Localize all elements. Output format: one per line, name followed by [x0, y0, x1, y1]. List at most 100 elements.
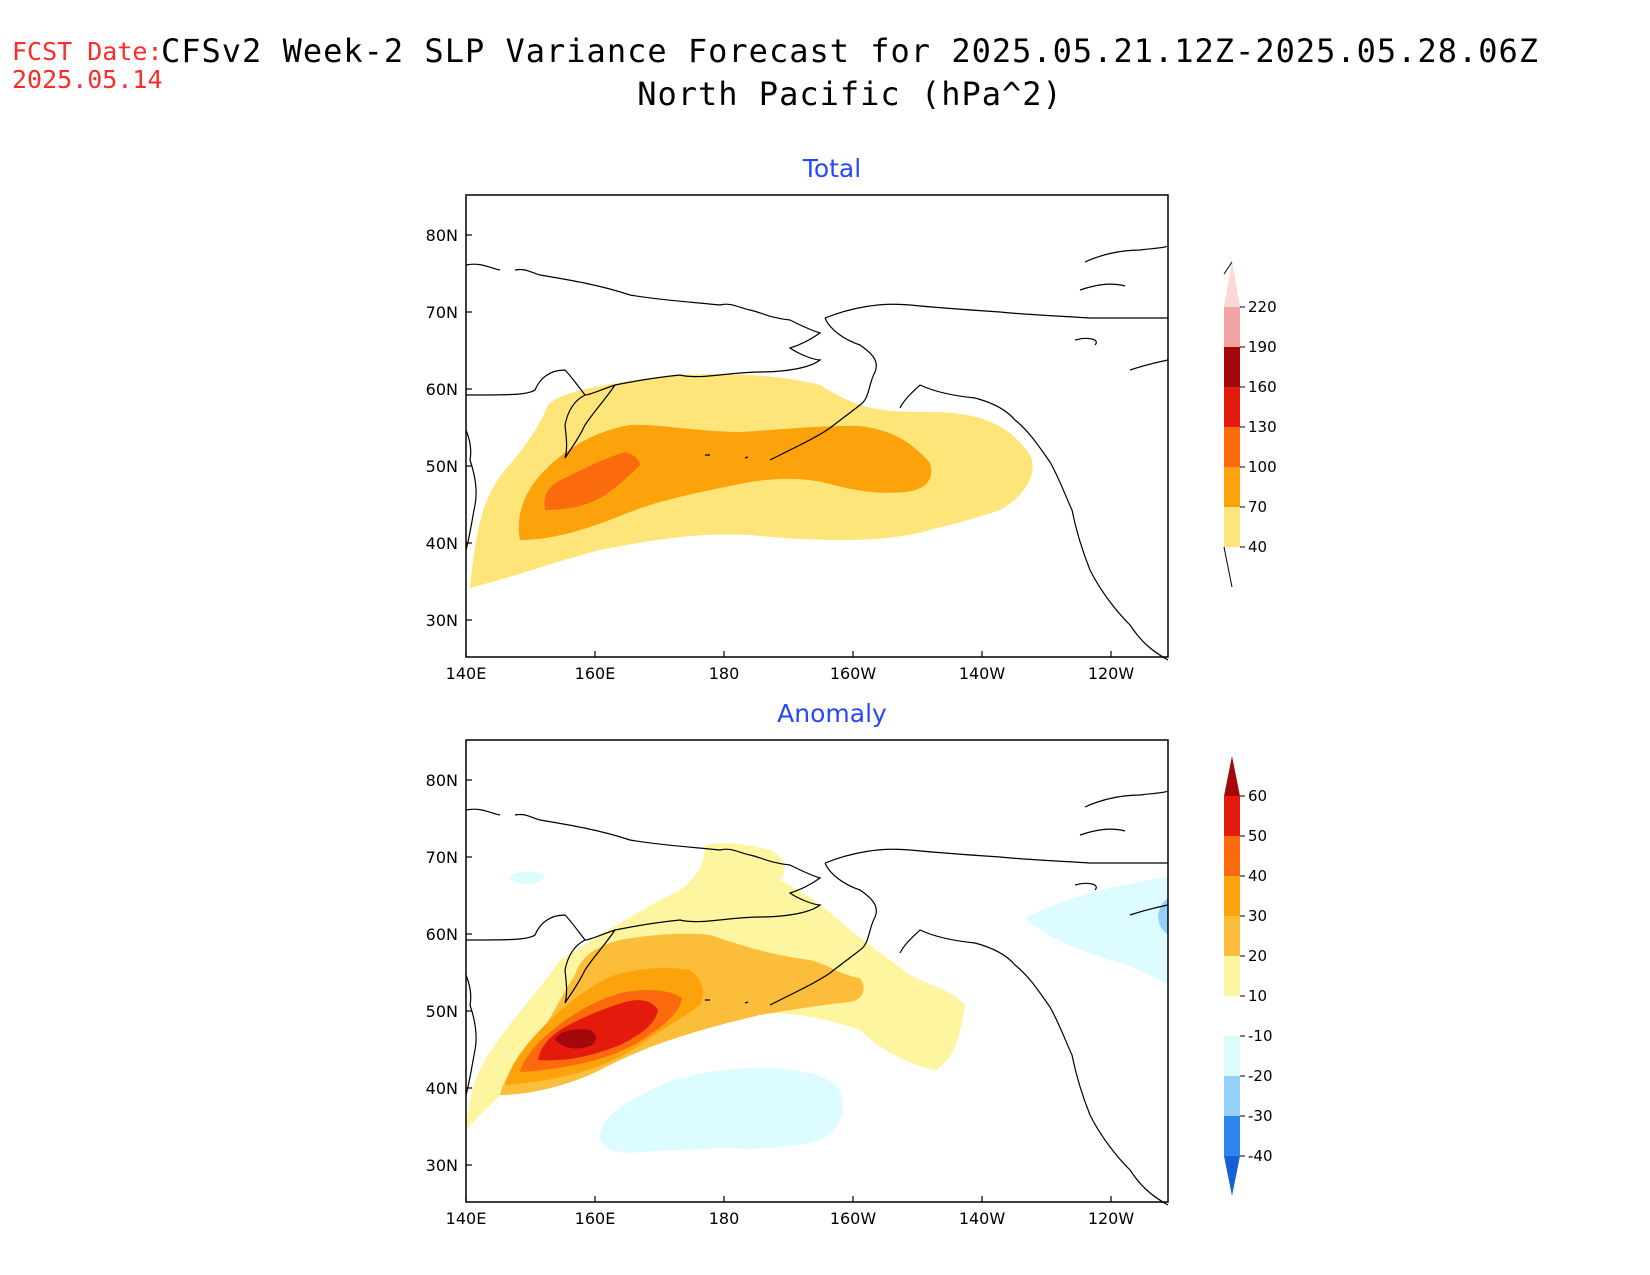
colorbar-anomaly-band: [1224, 1076, 1240, 1116]
lon-tick-label: 120W: [1088, 1209, 1135, 1228]
coastline-alaska-anomaly: [799, 848, 1169, 1206]
coastline-kamchatka-anomaly: [564, 929, 616, 1004]
map-frame-total: [465, 194, 1169, 658]
shade-anom-60-plus: [555, 1029, 596, 1049]
coastlines-anomaly: [465, 790, 1169, 1206]
colorbar-anomaly-label: 40: [1248, 867, 1267, 885]
lat-tick-label: 30N: [426, 1156, 458, 1175]
colorbar-anomaly-label: 50: [1248, 827, 1267, 845]
lon-axis-anomaly: 140E 160E 180 160W 140W 120W: [446, 1196, 1135, 1228]
shade-anom-minus10-a: [599, 1068, 844, 1153]
title-line-2: North Pacific (hPa^2): [637, 75, 1063, 113]
coastline-arctic-islands-total: [1074, 245, 1169, 371]
colorbar-anomaly-band: [1224, 1116, 1240, 1156]
colorbar-anomaly-label: 20: [1248, 947, 1267, 965]
coastline-arctic-islands-anomaly: [1074, 790, 1169, 916]
colorbar-total-label: 190: [1248, 338, 1277, 356]
colorbar-anomaly-band: [1224, 996, 1240, 1036]
lat-tick-label: 40N: [426, 534, 458, 553]
colorbar-total-label: 220: [1248, 298, 1277, 316]
lon-tick-label: 160W: [830, 1209, 877, 1228]
colorbar-total-label: 40: [1248, 538, 1267, 556]
colorbar-anomaly-band: [1224, 1156, 1240, 1196]
panel-total: Total 80N 70N 60N 50N 40N 30N 140E 160E 180 160W…: [426, 154, 1277, 683]
colorbar-total-label: 100: [1248, 458, 1277, 476]
colorbar-anomaly-label: 60: [1248, 787, 1267, 805]
colorbar-total-band: [1224, 307, 1240, 347]
colorbar-anomaly-label: 10: [1248, 987, 1267, 1005]
colorbar-total-label: 70: [1248, 498, 1267, 516]
colorbar-total-lower-arrow: [1223, 546, 1233, 588]
title-line-1: CFSv2 Week-2 SLP Variance Forecast for 2…: [160, 32, 1540, 70]
forecast-date-label: FCST Date:: [12, 37, 163, 66]
lat-tick-label: 60N: [426, 925, 458, 944]
coastline-aleutians-total: [705, 444, 801, 461]
shade-anom-minus10-c: [508, 871, 545, 885]
lon-tick-label: 140W: [959, 1209, 1006, 1228]
lon-tick-label: 160W: [830, 664, 877, 683]
lon-tick-label: 160E: [575, 664, 616, 683]
coastlines-total: [465, 245, 1169, 661]
lat-tick-label: 50N: [426, 457, 458, 476]
lat-tick-label: 30N: [426, 611, 458, 630]
colorbar-anomaly-band: [1224, 876, 1240, 916]
lat-axis-total: 80N 70N 60N 50N 40N 30N: [426, 226, 472, 630]
shade-anom-minus10-b: [1025, 876, 1168, 985]
colorbar-anomaly-label: -20: [1248, 1067, 1273, 1085]
forecast-date-block: FCST Date: 2025.05.14: [12, 38, 163, 94]
colorbar-anomaly-band: [1224, 956, 1240, 996]
colorbar-anomaly-band: [1224, 796, 1240, 836]
panel-title-total: Total: [802, 154, 861, 183]
colorbar-anomaly-label: 30: [1248, 907, 1267, 925]
colorbar-total-label: 130: [1248, 418, 1277, 436]
coastline-alaska-total: [799, 303, 1169, 661]
lon-tick-label: 180: [709, 664, 740, 683]
colorbar-total-band: [1224, 507, 1240, 547]
colorbar-anomaly-band: [1224, 1036, 1240, 1076]
colorbar-total-upper-arrow: [1223, 261, 1233, 275]
colorbar-total-label: 160: [1248, 378, 1277, 396]
lon-tick-label: 180: [709, 1209, 740, 1228]
panel-anomaly: Anomaly 80N 70N 60N 50N 40N 30N 140E 160E 180 16…: [426, 699, 1273, 1228]
shaded-fields-total: [470, 374, 1033, 588]
coastline-siberia-total: [465, 263, 822, 396]
lon-tick-label: 160E: [575, 1209, 616, 1228]
coastline-kamchatka-total: [564, 384, 616, 459]
colorbar-anomaly-band: [1224, 916, 1240, 956]
lat-tick-label: 40N: [426, 1079, 458, 1098]
panel-title-anomaly: Anomaly: [777, 699, 887, 728]
colorbar-total-band: [1224, 427, 1240, 467]
lat-tick-label: 50N: [426, 1002, 458, 1021]
colorbar-total-band: [1224, 347, 1240, 387]
lat-axis-anomaly: 80N 70N 60N 50N 40N 30N: [426, 771, 472, 1175]
lat-tick-label: 80N: [426, 771, 458, 790]
shade-total-100-130: [544, 452, 640, 510]
lon-tick-label: 140E: [446, 664, 487, 683]
lon-tick-label: 140W: [959, 664, 1006, 683]
coastline-aleutians-anomaly: [705, 989, 801, 1006]
lat-tick-label: 70N: [426, 303, 458, 322]
colorbar-total: 40 70 100 130 160 190 220: [1223, 261, 1277, 588]
lat-tick-label: 70N: [426, 848, 458, 867]
coastline-siberia-anomaly: [465, 808, 822, 941]
colorbar-anomaly-band: [1224, 836, 1240, 876]
page-title: CFSv2 Week-2 SLP Variance Forecast for 2…: [150, 30, 1550, 116]
coastline-japan-total: [465, 429, 477, 551]
colorbar-anomaly-band: [1224, 756, 1240, 796]
shade-anom-minus20: [1158, 898, 1168, 935]
colorbar-total-band: [1224, 261, 1240, 307]
colorbar-anomaly-label: -40: [1248, 1147, 1273, 1165]
colorbar-anomaly: 60 50 40 30 20 10 -10 -20 -30 -40: [1224, 756, 1273, 1196]
colorbar-total-band: [1224, 387, 1240, 427]
lon-tick-label: 120W: [1088, 664, 1135, 683]
forecast-date-value: 2025.05.14: [12, 65, 163, 94]
map-frame-anomaly: [465, 739, 1169, 1203]
colorbar-total-band: [1224, 467, 1240, 507]
lon-axis-total: 140E 160E 180 160W 140W 120W: [446, 651, 1135, 683]
colorbar-anomaly-label: -10: [1248, 1027, 1273, 1045]
colorbar-anomaly-label: -30: [1248, 1107, 1273, 1125]
lon-tick-label: 140E: [446, 1209, 487, 1228]
coastline-japan-anomaly: [465, 974, 477, 1096]
shaded-fields-anomaly: [466, 843, 1168, 1153]
